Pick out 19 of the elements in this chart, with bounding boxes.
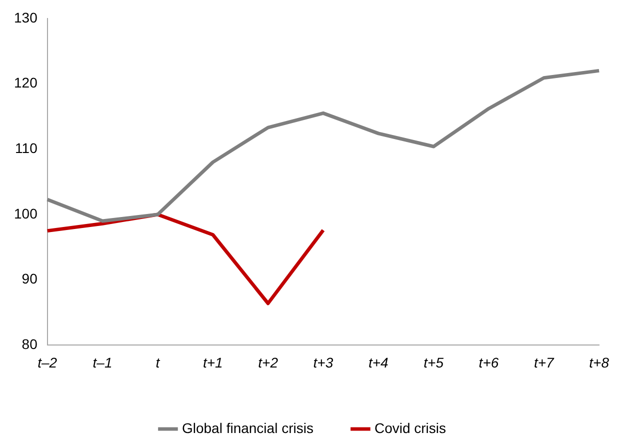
x-tick-label: t–2	[38, 354, 58, 370]
y-tick-label: 110	[15, 140, 38, 156]
x-tick-label: t–1	[92, 354, 112, 370]
y-tick-label: 80	[22, 336, 38, 352]
x-tick-label: t	[156, 354, 161, 370]
x-tick-label: t+4	[368, 354, 389, 370]
legend-label: Covid crisis	[374, 420, 446, 436]
x-tick-label: t+1	[202, 354, 223, 370]
x-tick-label: t+3	[313, 354, 334, 370]
x-tick-label: t+2	[258, 354, 278, 370]
x-tick-label: t+5	[424, 354, 444, 370]
x-tick-label: t+8	[589, 354, 610, 370]
y-tick-label: 130	[14, 9, 38, 26]
legend-label: Global financial crisis	[182, 420, 314, 436]
y-tick-label: 100	[14, 205, 38, 222]
x-tick-label: t+7	[534, 354, 556, 370]
y-tick-label: 120	[14, 74, 38, 91]
x-tick-label: t+6	[478, 354, 499, 370]
y-tick-label: 90	[22, 270, 38, 287]
